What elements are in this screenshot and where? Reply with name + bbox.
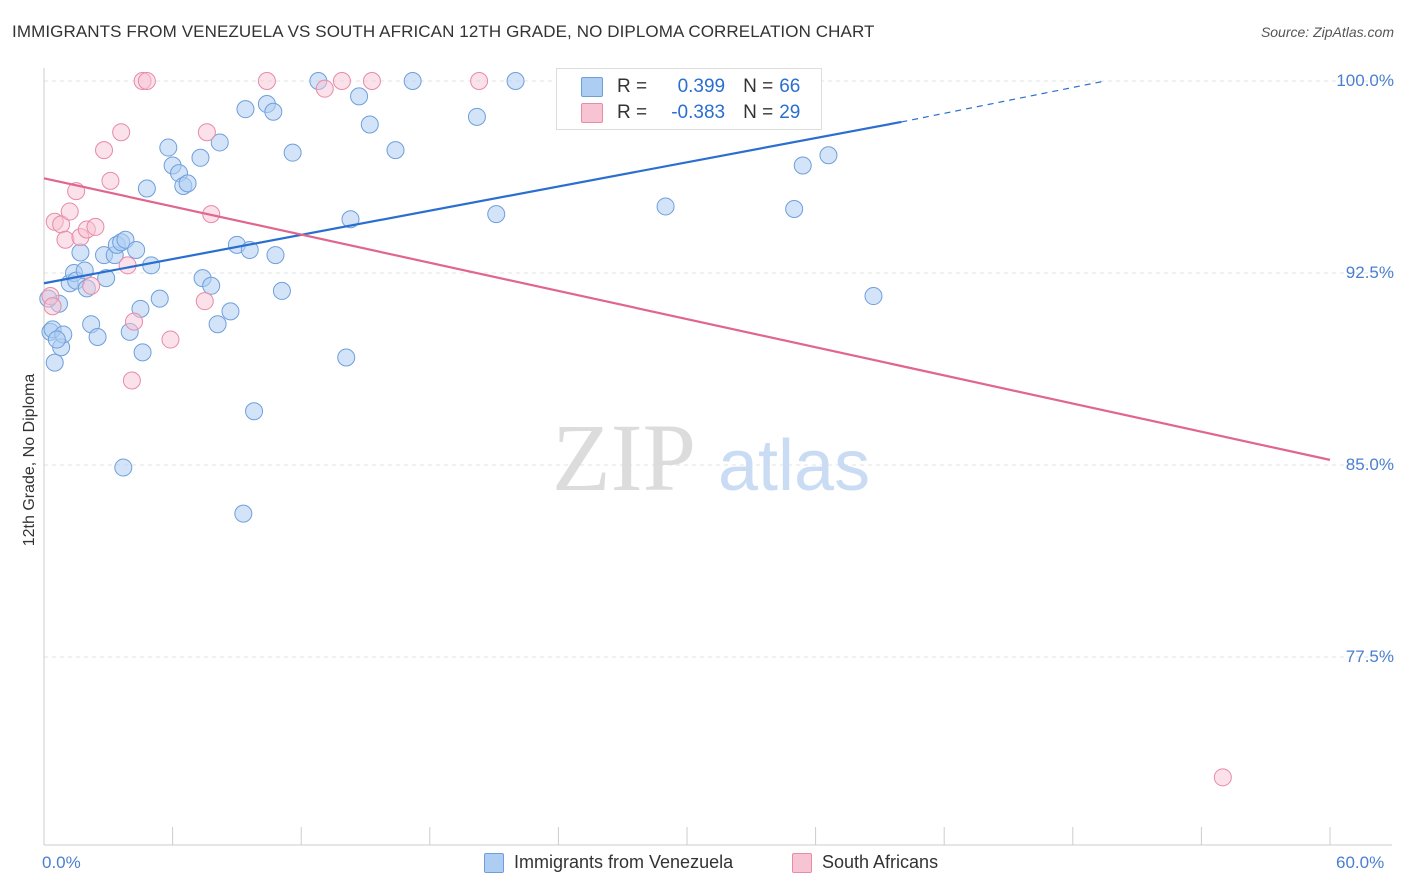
data-point-south-africans: [470, 72, 489, 90]
data-point-venezuela: [467, 107, 486, 126]
legend-n-value: 66: [779, 76, 801, 97]
data-point-venezuela: [264, 102, 283, 121]
data-point-venezuela: [202, 276, 221, 295]
watermark-zip: ZIP: [552, 404, 696, 511]
data-point-venezuela: [487, 205, 506, 224]
data-point-venezuela: [864, 287, 883, 306]
data-point-south-africans: [60, 202, 79, 221]
data-point-south-africans: [101, 171, 120, 190]
legend-r-value: 0.399: [677, 76, 726, 97]
data-point-south-africans: [95, 141, 114, 160]
data-point-venezuela: [210, 133, 229, 152]
legend-row-south-africans: R = -0.383 N = 29: [581, 100, 800, 126]
y-axis-label: 12th Grade, No Diploma: [21, 373, 38, 547]
data-point-venezuela: [150, 289, 169, 308]
legend-swatch-blue: [581, 77, 603, 97]
legend-row-venezuela: R = 0.399 N = 66: [581, 74, 800, 100]
data-point-south-africans: [1213, 768, 1232, 787]
trend-line-south-africans: [43, 177, 1331, 461]
data-point-south-africans: [332, 72, 351, 90]
legend-r-value: -0.383: [671, 102, 726, 123]
watermark: ZIP atlas: [552, 404, 870, 511]
data-point-south-africans: [315, 79, 334, 98]
data-point-venezuela: [350, 87, 369, 106]
trend-line-venezuela: [43, 120, 902, 285]
data-point-south-africans: [125, 312, 144, 331]
data-point-venezuela: [127, 240, 146, 259]
data-point-venezuela: [236, 100, 255, 119]
data-point-south-africans: [362, 72, 381, 90]
watermark-atlas: atlas: [718, 426, 870, 506]
legend-swatch-pink: [581, 103, 603, 123]
data-point-venezuela: [506, 72, 525, 90]
series-south-africans-points: [41, 72, 1232, 787]
bottom-legend-venezuela: Immigrants from Venezuela: [484, 852, 733, 873]
data-point-venezuela: [133, 343, 152, 362]
data-point-venezuela: [71, 243, 90, 262]
data-point-venezuela: [191, 148, 210, 167]
data-point-venezuela: [793, 156, 812, 175]
data-point-south-africans: [197, 123, 216, 142]
source-label: Source: ZipAtlas.com: [1260, 24, 1394, 40]
data-point-venezuela: [221, 302, 240, 321]
data-point-venezuela: [114, 458, 133, 477]
data-point-venezuela: [137, 179, 156, 198]
bottom-legend-south-africans: South Africans: [792, 852, 938, 873]
data-point-venezuela: [234, 504, 253, 523]
data-point-venezuela: [337, 348, 356, 367]
data-point-south-africans: [137, 72, 156, 90]
data-point-venezuela: [266, 246, 285, 265]
data-point-south-africans: [161, 330, 180, 349]
legend-n-value: 29: [779, 102, 801, 123]
legend-n-label: N =: [743, 102, 774, 123]
data-point-south-africans: [86, 217, 105, 236]
legend-r-label: R =: [617, 76, 648, 97]
data-point-venezuela: [656, 197, 675, 216]
data-point-venezuela: [360, 115, 379, 134]
chart-title: IMMIGRANTS FROM VENEZUELA VS SOUTH AFRIC…: [12, 22, 875, 41]
data-point-south-africans: [56, 230, 75, 249]
data-point-venezuela: [45, 353, 64, 372]
y-tick-label: 77.5%: [1345, 647, 1394, 666]
series-venezuela-points: [39, 72, 883, 523]
y-tick-label: 92.5%: [1345, 263, 1394, 282]
data-point-venezuela: [341, 210, 360, 229]
legend-n-label: N =: [743, 76, 774, 97]
data-point-south-africans: [112, 123, 131, 142]
data-point-south-africans: [195, 292, 214, 311]
correlation-legend: R = 0.399 N = 66 R = -0.383 N = 29: [556, 68, 822, 130]
data-point-south-africans: [82, 276, 101, 295]
grid-lines: [44, 80, 1392, 658]
data-point-venezuela: [142, 256, 161, 275]
bottom-legend-swatch-pink: [792, 852, 812, 873]
bottom-legend-swatch-blue: [484, 852, 504, 873]
data-point-venezuela: [88, 328, 107, 346]
y-tick-label: 85.0%: [1345, 455, 1394, 474]
data-point-venezuela: [97, 269, 116, 288]
data-point-venezuela: [159, 138, 178, 157]
bottom-legend-label: Immigrants from Venezuela: [514, 852, 734, 872]
data-point-venezuela: [178, 174, 197, 193]
data-point-south-africans: [43, 297, 62, 316]
data-point-venezuela: [47, 330, 66, 349]
x-tick-label-max: 60.0%: [1336, 853, 1385, 872]
data-point-venezuela: [403, 72, 422, 90]
data-point-venezuela: [208, 315, 227, 334]
data-point-venezuela: [785, 200, 804, 218]
axes: [43, 68, 1392, 846]
data-point-south-africans: [257, 72, 276, 90]
legend-r-label: R =: [617, 102, 648, 123]
y-tick-label: 100.0%: [1336, 71, 1394, 90]
trend-line-venezuela-extension: [901, 80, 1106, 123]
trend-lines: [43, 80, 1331, 461]
data-point-venezuela: [245, 402, 264, 421]
bottom-legend-label: South Africans: [822, 852, 939, 872]
data-point-venezuela: [819, 146, 838, 165]
data-point-venezuela: [283, 143, 302, 162]
data-point-venezuela: [386, 141, 405, 160]
x-tick-label-min: 0.0%: [42, 853, 81, 872]
data-point-venezuela: [272, 281, 291, 300]
data-point-south-africans: [122, 371, 141, 390]
